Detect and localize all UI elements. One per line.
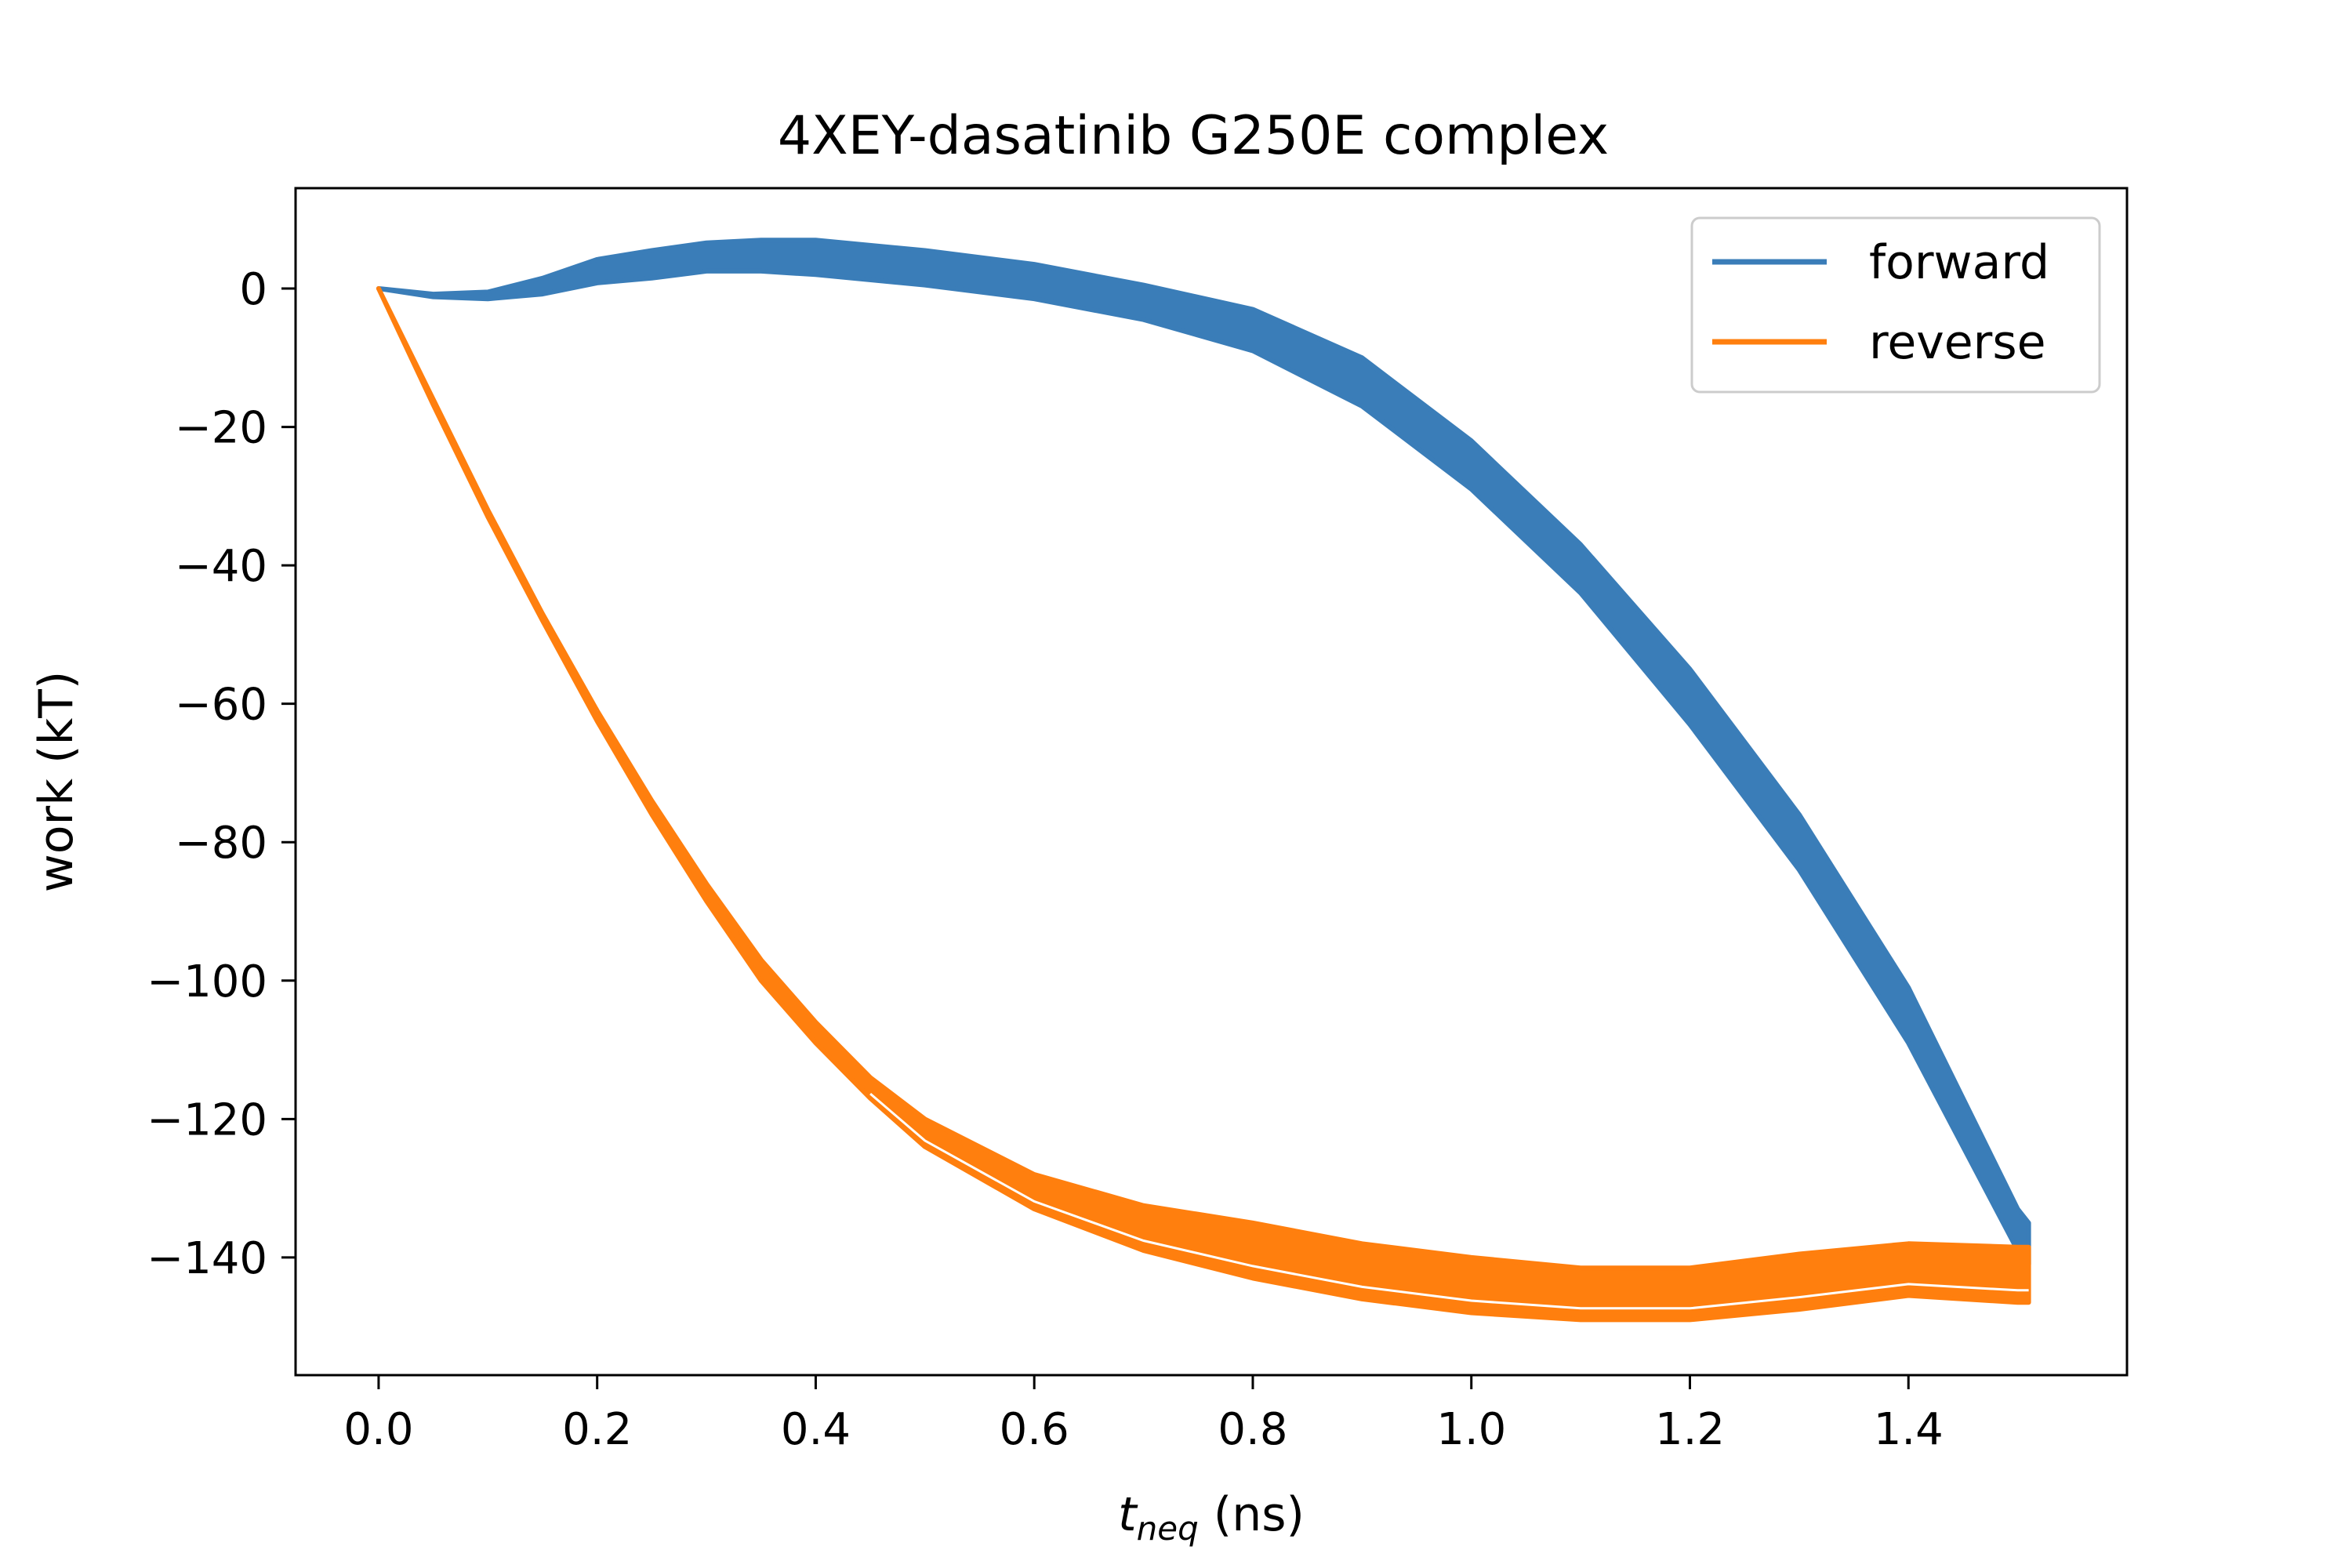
y-tick-label: −80 [175, 818, 267, 869]
x-axis-ticks: 0.0 0.2 0.4 0.6 0.8 1.0 1.2 1.4 [343, 1375, 1944, 1455]
plot-frame [294, 187, 2129, 1377]
x-tick-label: 1.0 [1436, 1404, 1506, 1455]
x-tick-label: 1.4 [1874, 1404, 1944, 1455]
plot-area [294, 187, 2129, 1377]
y-tick-label: −20 [175, 403, 267, 454]
x-tick-label: 0.2 [562, 1404, 632, 1455]
chart-title: 4XEY-dasatinib G250E complex [778, 105, 1609, 167]
x-tick-label: 0.8 [1218, 1404, 1287, 1455]
x-axis-label-unit: (ns) [1199, 1487, 1305, 1542]
x-tick-label: 0.6 [1000, 1404, 1069, 1455]
legend-label-forward: forward [1869, 235, 2049, 290]
x-tick-label: 0.0 [343, 1404, 413, 1455]
y-tick-label: −120 [147, 1094, 267, 1145]
series-layer [376, 238, 2031, 1323]
x-axis-label-sub: neq [1137, 1509, 1199, 1548]
series-gap-reverse [869, 1092, 2029, 1310]
x-axis-label-main: t [1118, 1487, 1138, 1542]
y-tick-label: −40 [175, 541, 267, 592]
y-axis-label: work (kT) [29, 671, 84, 892]
x-tick-label: 1.2 [1655, 1404, 1725, 1455]
y-tick-label: −60 [175, 680, 267, 731]
x-tick-label: 0.4 [781, 1404, 851, 1455]
series-band-reverse [376, 286, 2031, 1323]
y-tick-label: −100 [147, 956, 267, 1007]
x-axis-label: tneq (ns) [1118, 1487, 1305, 1548]
legend: forward reverse [1690, 216, 2101, 394]
legend-label-reverse: reverse [1869, 315, 2046, 370]
series-band-forward [376, 238, 2031, 1267]
y-tick-label: 0 [239, 264, 267, 315]
y-axis-ticks: 0 −20 −40 −60 −80 −100 −120 −140 [147, 264, 296, 1284]
y-tick-label: −140 [147, 1233, 267, 1284]
